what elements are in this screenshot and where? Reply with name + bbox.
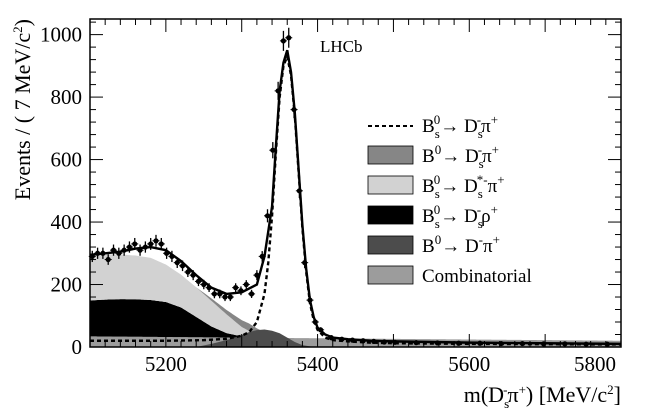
y-tick-label: 400 xyxy=(51,210,83,234)
data-point xyxy=(295,183,303,198)
legend-label-dsstar: Bs0→ Ds*-π+ xyxy=(422,172,505,201)
data-point xyxy=(94,247,102,259)
data-point xyxy=(200,279,208,290)
legend-label-signal: Bs0→ Ds-π+ xyxy=(422,112,498,141)
data-point xyxy=(380,339,388,345)
y-tick-label: 600 xyxy=(51,148,83,172)
data-point xyxy=(269,142,277,159)
legend-swatch-bd xyxy=(367,145,414,165)
legend-entry-dsrho: Bs0→ Ds-ρ+ xyxy=(367,202,498,231)
y-axis-title: Events / ( 7 MeV/c2) xyxy=(10,19,35,200)
data-point xyxy=(131,237,139,250)
data-point xyxy=(338,336,346,342)
data-point xyxy=(232,283,240,293)
y-tick-label: 1000 xyxy=(40,23,82,47)
legend-swatch-dsstar xyxy=(367,175,414,195)
y-tick-label: 800 xyxy=(51,85,83,109)
data-point xyxy=(115,247,123,259)
legend-swatch-dpi xyxy=(367,235,414,255)
data-point xyxy=(274,81,282,100)
data-point xyxy=(348,337,356,343)
data-point xyxy=(104,254,112,265)
data-point xyxy=(184,267,192,278)
data-point xyxy=(279,30,287,51)
x-tick-label: 5200 xyxy=(145,352,187,376)
stacked-areas xyxy=(90,254,621,347)
data-point xyxy=(216,289,224,299)
x-tick-label: 5600 xyxy=(448,352,490,376)
x-axis-title: m(Ds-π+) [MeV/c2] xyxy=(464,382,621,411)
data-point xyxy=(327,335,335,341)
data-point xyxy=(301,257,309,268)
area-dsstar xyxy=(90,254,621,341)
data-point xyxy=(157,237,165,250)
data-point xyxy=(518,340,526,347)
data-point xyxy=(561,341,569,347)
data-point xyxy=(285,27,293,48)
data-point xyxy=(110,244,118,256)
data-point xyxy=(173,257,181,268)
data-point xyxy=(120,244,128,256)
axis-ticks: 5200 5400 5600 5800 0 200 400 600 800 1000 xyxy=(40,19,622,376)
x-tick-label: 5400 xyxy=(297,352,339,376)
data-point xyxy=(189,270,197,281)
data-point xyxy=(412,340,420,346)
data-point xyxy=(370,338,378,344)
data-point xyxy=(179,260,187,272)
data-point xyxy=(455,340,463,346)
data-point xyxy=(258,251,266,262)
data-point xyxy=(582,341,590,347)
data-point xyxy=(253,270,261,281)
legend: Bs0→ Ds-π+ B0→ Ds-π+ Bs0→ Ds*-π+ Bs0→ Ds… xyxy=(367,112,532,287)
data-point xyxy=(147,237,155,250)
data-point xyxy=(476,340,484,346)
legend-entry-dpi: B0→ D-π+ xyxy=(367,232,500,257)
data-point xyxy=(152,234,160,247)
legend-label-bd: B0→ Ds-π+ xyxy=(422,142,499,171)
data-point xyxy=(248,289,256,298)
legend-label-comb: Combinatorial xyxy=(422,266,532,287)
data-point xyxy=(168,250,176,263)
data-point xyxy=(242,280,250,289)
plot-frame xyxy=(89,18,622,348)
legend-swatch-dsrho xyxy=(367,205,414,225)
data-point xyxy=(163,247,171,259)
signal-curve xyxy=(90,52,621,346)
data-point xyxy=(125,241,133,253)
legend-entry-bd: B0→ Ds-π+ xyxy=(367,142,499,171)
data-point xyxy=(205,283,213,293)
legend-swatch-comb xyxy=(367,265,414,285)
data-point xyxy=(317,327,325,333)
legend-label-dsrho: Bs0→ Ds-ρ+ xyxy=(422,202,498,231)
data-point xyxy=(141,241,149,253)
data-point xyxy=(264,209,272,223)
data-point xyxy=(136,244,144,256)
x-tick-label: 5800 xyxy=(574,352,616,376)
legend-entry-comb: Combinatorial xyxy=(367,265,532,287)
data-point xyxy=(311,318,319,326)
data-point xyxy=(226,292,234,302)
area-dsrho xyxy=(90,299,621,341)
legend-label-dpi: B0→ D-π+ xyxy=(422,232,500,257)
y-tick-label: 0 xyxy=(72,335,83,359)
data-point xyxy=(290,100,298,119)
legend-entry-signal: Bs0→ Ds-π+ xyxy=(368,112,498,141)
data-point xyxy=(237,286,245,296)
legend-entry-dsstar: Bs0→ Ds*-π+ xyxy=(367,172,505,201)
data-point xyxy=(194,276,202,287)
y-tick-label: 200 xyxy=(51,273,83,297)
data-point xyxy=(306,296,314,305)
data-point xyxy=(99,247,107,259)
lhcb-label: LHCb xyxy=(320,37,363,56)
